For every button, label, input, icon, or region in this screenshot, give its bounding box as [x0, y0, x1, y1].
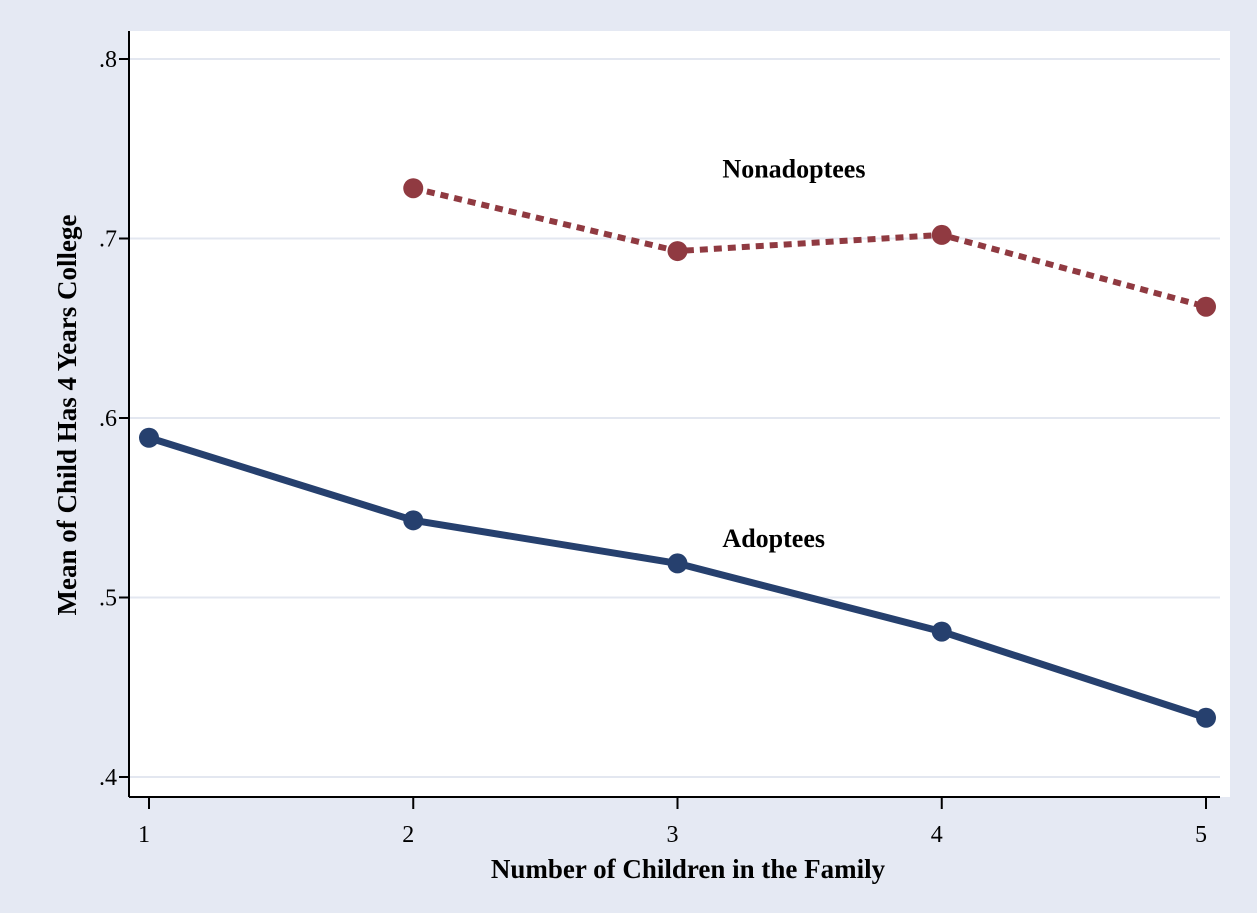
series-line-nonadoptees	[412, 185, 1207, 310]
y-tick-label: .5	[99, 586, 117, 612]
x-tick-label: 5	[1195, 822, 1207, 848]
data-point-adoptees	[667, 553, 688, 574]
data-point-nonadoptees	[667, 241, 688, 262]
data-point-adoptees	[403, 510, 424, 531]
data-point-adoptees	[1196, 707, 1216, 728]
x-axis-title: Number of Children in the Family	[491, 854, 886, 884]
y-axis-title: Mean of Child Has 4 Years College	[52, 215, 82, 616]
grid-lines	[130, 58, 1220, 778]
x-tick-label: 3	[667, 822, 679, 848]
axes: .4 .5 .6 .7 .8 1 2 3 4 5	[99, 31, 1220, 848]
y-tick-label: .4	[99, 765, 117, 791]
y-tick-label: .6	[99, 406, 117, 432]
x-tick-label: 4	[931, 822, 943, 848]
data-point-nonadoptees	[403, 178, 424, 199]
series-label-adoptees: Adoptees	[722, 524, 825, 553]
plot-background	[129, 31, 1230, 797]
data-point-nonadoptees	[931, 224, 952, 245]
x-tick-label: 2	[402, 822, 414, 848]
series-layer: Nonadoptees Adoptees	[139, 154, 1216, 728]
data-point-nonadoptees	[1196, 296, 1216, 317]
y-tick-label: .7	[99, 227, 117, 253]
series-label-nonadoptees: Nonadoptees	[722, 154, 865, 183]
data-point-adoptees	[931, 621, 952, 642]
x-tick-label: 1	[138, 822, 150, 848]
y-tick-label: .8	[99, 47, 117, 73]
data-point-adoptees	[139, 427, 159, 448]
